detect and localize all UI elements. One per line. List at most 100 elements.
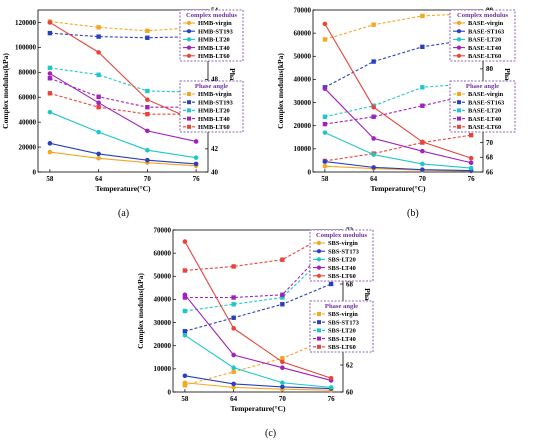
chart-panel-b: 0 10000 20000 30000 40000 50000 60000 70000 66 68… [276,6,516,193]
y-tick-label: 20000 [19,143,37,151]
modulus-legend-marker [186,29,192,34]
phase-point-lt20 [182,308,188,314]
y-tick-label: 0 [308,168,312,176]
modulus-point-lt60 [182,239,188,244]
modulus-point-st [280,384,285,390]
phase-legend-marker [457,100,461,105]
modulus-point-lt40 [371,136,376,141]
modulus-point-lt60 [322,21,328,27]
modulus-point-st [420,167,425,172]
modulus-point-lt60 [328,375,334,381]
modulus-point-lt40 [145,128,150,134]
modulus-line-lt20 [184,334,332,388]
modulus-point-lt40 [231,352,236,358]
phase-legend-label: BASE-ST163 [468,99,504,106]
y-axis-label: Complex modulus(kPa) [1,53,10,129]
y-tick-label: 70000 [294,6,312,14]
phase-legend-label: BASE-virgin [468,91,504,98]
phase-point-virgin [322,37,328,42]
phase-point-lt60 [468,132,474,138]
phase-point-virgin [420,13,425,19]
x-axis-label: Temperature(°C) [370,184,426,193]
modulus-point-st [182,373,188,379]
phase-legend-marker [457,116,461,121]
x-tick-label: 70 [279,395,287,403]
x-axis-label: Temperature(°C) [95,184,151,193]
modulus-point-lt40 [193,139,199,144]
panel-label-c: (c) [265,428,277,439]
modulus-point-lt60 [371,104,376,110]
phase-line-st [49,32,197,39]
x-axis-label: Temperature(°C) [230,404,286,413]
modulus-line-lt40 [324,88,472,164]
phase-legend-marker [317,328,321,333]
x-tick-label: 64 [370,175,378,183]
modulus-point-lt40 [420,148,425,154]
phase-line-lt40 [49,77,197,108]
y-tick-label: 50000 [154,273,172,281]
modulus-legend-label: BASE-LT20 [468,37,501,44]
y-tick-label: 10000 [294,145,312,153]
y-tick-label: 30000 [154,319,172,327]
modulus-point-virgin [322,163,328,169]
modulus-legend-label: SBS-LT60 [328,273,356,280]
phase-line-virgin [324,13,472,40]
modulus-legend-marker [186,37,192,42]
y-tick-label: 80000 [19,69,37,77]
modulus-line-lt60 [184,241,332,379]
y-tick-label: 40000 [19,118,37,126]
phase-line-virgin [184,337,332,386]
modulus-line-lt60 [49,21,197,122]
phase-legend-marker [457,92,461,96]
modulus-point-lt20 [322,130,328,135]
phase-point-lt40 [182,295,188,300]
phase-point-lt40 [420,103,425,108]
modulus-point-st [371,165,376,170]
panel-label-b: (b) [407,208,419,219]
x-tick-label: 76 [328,395,336,403]
modulus-legend-marker [186,20,192,26]
y2-tick-label: 66 [486,168,494,176]
x-tick-label: 76 [468,175,476,183]
phase-legend-label: SBS-LT40 [328,336,356,343]
phase-point-lt60 [47,91,53,96]
modulus-point-st [145,157,150,163]
phase-legend-title: Phase angle [325,303,358,310]
y-tick-label: 0 [33,168,37,176]
modulus-line-st [49,142,197,165]
phase-legend-marker [187,124,191,129]
modulus-point-lt40 [182,292,188,298]
modulus-line-lt40 [49,73,197,143]
modulus-point-lt20 [280,380,285,386]
modulus-legend-marker [456,53,462,58]
modulus-legend-marker [316,273,322,278]
phase-legend-marker [317,344,321,349]
modulus-line-lt40 [184,294,332,381]
modulus-line-virgin [49,151,197,167]
chart-panel-c: 0 10000 20000 30000 40000 50000 60000 70000 60 62… [136,226,374,413]
modulus-point-virgin [47,149,53,155]
phase-point-lt20 [231,302,236,307]
modulus-legend-marker [456,29,462,34]
modulus-line-st [184,375,332,390]
phase-point-lt40 [371,114,376,119]
phase-point-st [328,281,334,287]
phase-line-lt60 [49,92,197,115]
modulus-legend-label: SBS-virgin [328,240,358,247]
y-tick-label: 20000 [154,342,172,350]
modulus-legend-marker [186,45,192,50]
phase-point-virgin [371,22,376,27]
modulus-point-lt20 [231,365,236,370]
phase-legend-marker [317,336,321,341]
y2-tick-label: 80 [486,65,494,73]
phase-point-st [280,302,285,307]
y2-tick-label: 60 [346,388,354,396]
phase-point-lt20 [145,88,150,94]
y-tick-label: 70000 [154,226,172,234]
modulus-legend-marker [316,257,322,262]
modulus-point-lt40 [96,100,101,106]
phase-point-virgin [145,28,150,34]
modulus-legend-title: Complex modulus [457,12,509,19]
phase-line-st [324,38,472,88]
modulus-legend-box [449,9,516,62]
